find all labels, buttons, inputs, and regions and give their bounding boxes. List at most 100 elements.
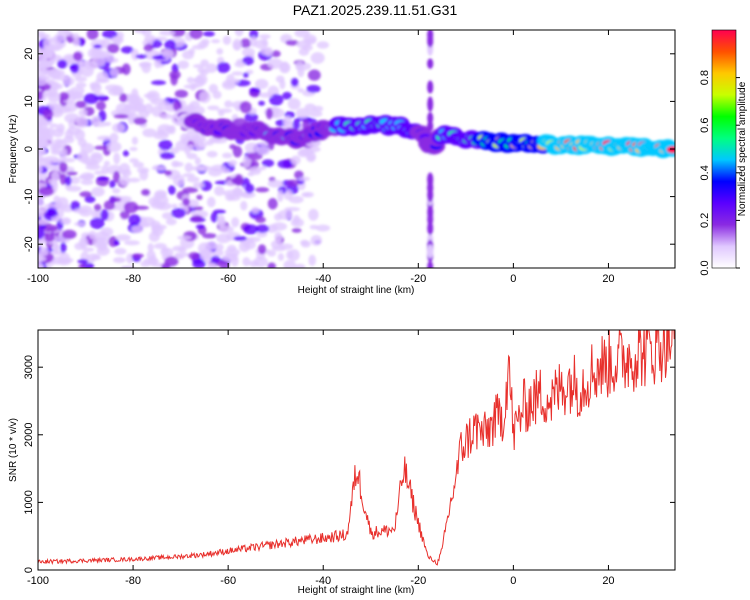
heatmap-cell xyxy=(113,257,126,264)
heatmap-cell xyxy=(151,225,164,237)
heatmap-cell xyxy=(295,107,310,119)
heatmap-cell xyxy=(186,128,200,141)
heatmap-cell xyxy=(219,259,230,268)
heatmap-cell xyxy=(146,250,156,261)
heatmap-cell xyxy=(62,76,75,87)
heatmap-cell xyxy=(254,39,269,49)
heatmap-cell xyxy=(73,208,89,214)
heatmap-cell xyxy=(129,158,139,164)
heatmap-cell xyxy=(189,30,203,40)
heatmap-cell xyxy=(38,62,47,69)
spectrogram-y-label: Frequency (Hz) xyxy=(8,115,19,184)
heatmap-cell xyxy=(210,212,219,223)
heatmap-cell xyxy=(38,195,44,203)
heatmap-cell xyxy=(182,198,190,206)
heatmap-cell xyxy=(135,54,148,59)
heatmap-cell xyxy=(271,222,288,231)
heatmap-cell xyxy=(66,171,78,176)
heatmap-cell xyxy=(427,221,434,236)
heatmap-cell xyxy=(182,187,199,194)
heatmap-cell xyxy=(427,30,434,40)
heatmap-cell xyxy=(427,58,434,69)
heatmap-cell xyxy=(122,150,130,157)
spectrogram-y-tick-label: 10 xyxy=(23,95,35,107)
heatmap-cell xyxy=(427,35,434,48)
heatmap-cell xyxy=(128,214,141,226)
heatmap-cell xyxy=(120,265,135,268)
heatmap-cell xyxy=(84,195,96,203)
heatmap-cell xyxy=(96,135,112,141)
heatmap-cell xyxy=(79,191,92,198)
heatmap-cell xyxy=(105,84,120,92)
heatmap-cell xyxy=(233,236,248,241)
heatmap-cell xyxy=(70,200,81,212)
heatmap-cell xyxy=(427,112,434,125)
heatmap-cell xyxy=(77,138,87,147)
heatmap-cell xyxy=(297,88,304,93)
heatmap-cell xyxy=(79,174,90,180)
heatmap-cell xyxy=(56,106,71,114)
heatmap-cell xyxy=(75,100,87,109)
heatmap-cell xyxy=(277,253,285,261)
heatmap-cell xyxy=(172,100,183,112)
heatmap-cell xyxy=(100,227,114,237)
heatmap-cell xyxy=(119,93,128,103)
heatmap-cell xyxy=(202,233,217,239)
heatmap-cell xyxy=(134,103,147,113)
heatmap-cell xyxy=(231,217,240,228)
heatmap-cell xyxy=(141,188,150,196)
heatmap-cell xyxy=(167,185,176,195)
heatmap-cell xyxy=(309,224,319,230)
spectrogram-y-tick-label: 20 xyxy=(23,48,35,60)
heatmap-cell xyxy=(59,252,70,265)
heatmap-cell xyxy=(307,69,321,81)
heatmap-cell xyxy=(119,195,132,203)
heatmap-cell xyxy=(143,93,157,99)
heatmap-cell xyxy=(267,179,284,188)
snr-x-tick-label: 0 xyxy=(510,575,516,587)
heatmap-cell xyxy=(267,58,283,69)
heatmap-cell xyxy=(206,150,218,158)
heatmap-cell xyxy=(104,121,112,126)
heatmap-cell xyxy=(313,105,324,112)
heatmap-cell xyxy=(144,103,154,115)
heatmap-cell xyxy=(194,75,205,88)
heatmap-cell xyxy=(303,191,314,198)
heatmap-cell xyxy=(63,31,73,37)
heatmap-cell xyxy=(277,209,293,220)
heatmap-cell xyxy=(143,44,154,52)
heatmap-cell xyxy=(159,152,175,160)
heatmap-cell xyxy=(195,224,205,230)
heatmap-cell xyxy=(38,163,43,175)
heatmap-cell xyxy=(38,207,48,214)
heatmap-cell xyxy=(78,264,86,268)
heatmap-cell xyxy=(64,175,72,186)
heatmap-cell xyxy=(170,73,178,86)
heatmap-cell xyxy=(87,253,101,261)
heatmap-cell xyxy=(172,245,185,252)
heatmap-cell xyxy=(199,249,214,258)
heatmap-cell xyxy=(95,101,106,111)
heatmap-cell xyxy=(194,157,201,166)
heatmap-cell xyxy=(298,176,311,182)
heatmap-cell xyxy=(216,48,224,55)
heatmap-cell xyxy=(140,216,156,227)
heatmap-cell xyxy=(76,116,88,128)
heatmap-cell xyxy=(106,141,122,153)
heatmap-cell xyxy=(131,253,144,258)
heatmap-cell xyxy=(142,128,157,138)
heatmap-cell xyxy=(242,72,249,78)
heatmap-cell xyxy=(210,255,221,264)
heatmap-cell xyxy=(300,239,309,246)
heatmap-cell xyxy=(288,195,304,204)
heatmap-cell xyxy=(132,161,145,168)
heatmap-cell xyxy=(103,160,111,167)
heatmap-cell xyxy=(427,261,434,268)
heatmap-cell xyxy=(123,201,139,214)
heatmap-cell xyxy=(308,208,319,221)
heatmap-cell xyxy=(282,91,292,100)
snr-y-tick-label: 3000 xyxy=(23,355,35,379)
heatmap-cell xyxy=(206,196,216,208)
